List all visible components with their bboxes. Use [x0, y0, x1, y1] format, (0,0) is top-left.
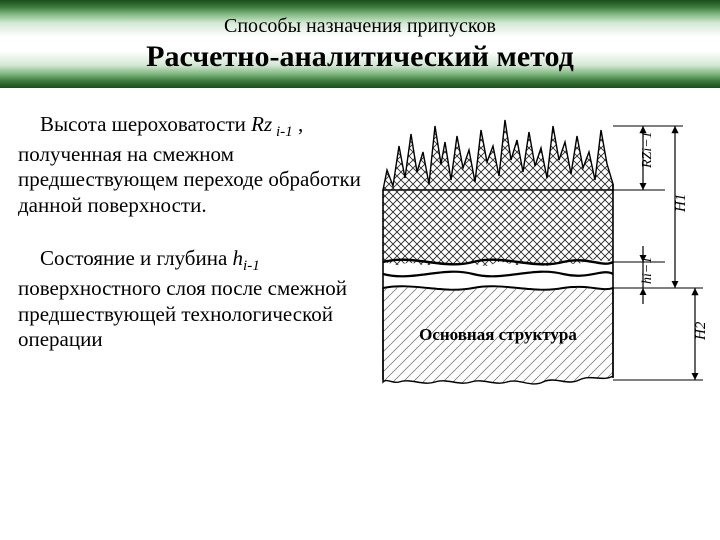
p1-var: Rz	[251, 112, 272, 136]
crosshatch-body	[383, 190, 613, 266]
header-banner: Способы назначения припусков Расчетно-ан…	[0, 0, 720, 88]
p1-text-a: Высота шероховатости	[40, 112, 251, 136]
wave-2	[383, 272, 613, 277]
content-area: Высота шероховатости Rz i-1 , полученная…	[0, 88, 720, 422]
paragraph-1: Высота шероховатости Rz i-1 , полученная…	[18, 112, 363, 218]
diagram-svg: Основная структура RZi−1 hi−1 H1 H2	[373, 112, 713, 422]
header-subtitle: Способы назначения припусков	[224, 15, 496, 38]
paragraph-2: Состояние и глубина hi-1 поверхностного …	[18, 246, 363, 352]
header-title: Расчетно-аналитический метод	[146, 40, 574, 74]
p2-var: h	[233, 246, 244, 270]
p2-sub: i-1	[243, 259, 260, 275]
p2-text-a: Состояние и глубина	[40, 246, 233, 270]
base-label: Основная структура	[419, 325, 577, 344]
diagram: Основная структура RZi−1 hi−1 H1 H2	[373, 112, 713, 422]
dim-h-label: hi−1	[640, 257, 655, 284]
p1-sub: i-1	[272, 124, 293, 140]
dim-H1-label: H1	[673, 194, 689, 213]
rough-top-region	[383, 120, 613, 190]
p2-text-b: поверхностного слоя после смежной предше…	[18, 276, 347, 351]
dim-H2-label: H2	[693, 321, 709, 341]
text-column: Высота шероховатости Rz i-1 , полученная…	[18, 112, 363, 422]
dim-rz-label: RZi−1	[640, 131, 655, 169]
